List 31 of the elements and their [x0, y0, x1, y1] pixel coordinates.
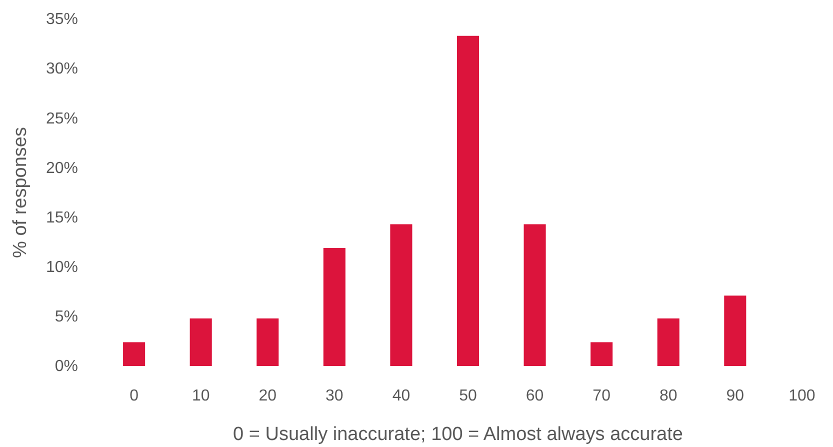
y-tick-label: 0% [54, 358, 78, 376]
y-tick-label: 20% [46, 160, 78, 177]
bar [390, 224, 412, 366]
y-tick-label: 15% [46, 209, 78, 226]
bar [724, 296, 746, 366]
x-axis-title: 0 = Usually inaccurate; 100 = Almost always accurate [233, 424, 683, 445]
bar [123, 342, 146, 366]
x-tick-label: 70 [592, 387, 611, 404]
x-tick-label: 100 [788, 387, 816, 404]
y-tick-label: 25% [46, 110, 78, 128]
x-tick-label: 50 [459, 387, 477, 404]
x-tick-label: 90 [726, 387, 744, 404]
y-tick-label: 10% [46, 258, 78, 276]
x-tick-label: 30 [326, 387, 344, 404]
bar [657, 318, 680, 366]
bar [256, 318, 279, 366]
x-tick-label: 80 [659, 387, 678, 404]
x-tick-label: 60 [526, 387, 544, 404]
bar [590, 342, 613, 366]
bar [190, 318, 212, 366]
x-tick-label: 40 [392, 387, 410, 404]
x-tick-label: 20 [258, 387, 277, 404]
bar [524, 224, 546, 366]
bar [456, 36, 480, 366]
y-axis-title: % of responses [10, 127, 31, 258]
x-tick-label: 10 [192, 387, 210, 404]
x-tick-label: 0 [130, 387, 139, 404]
y-tick-label: 35% [46, 11, 78, 28]
y-tick-label: 5% [54, 308, 78, 326]
y-tick-label: 30% [46, 60, 78, 78]
bar [323, 248, 346, 366]
